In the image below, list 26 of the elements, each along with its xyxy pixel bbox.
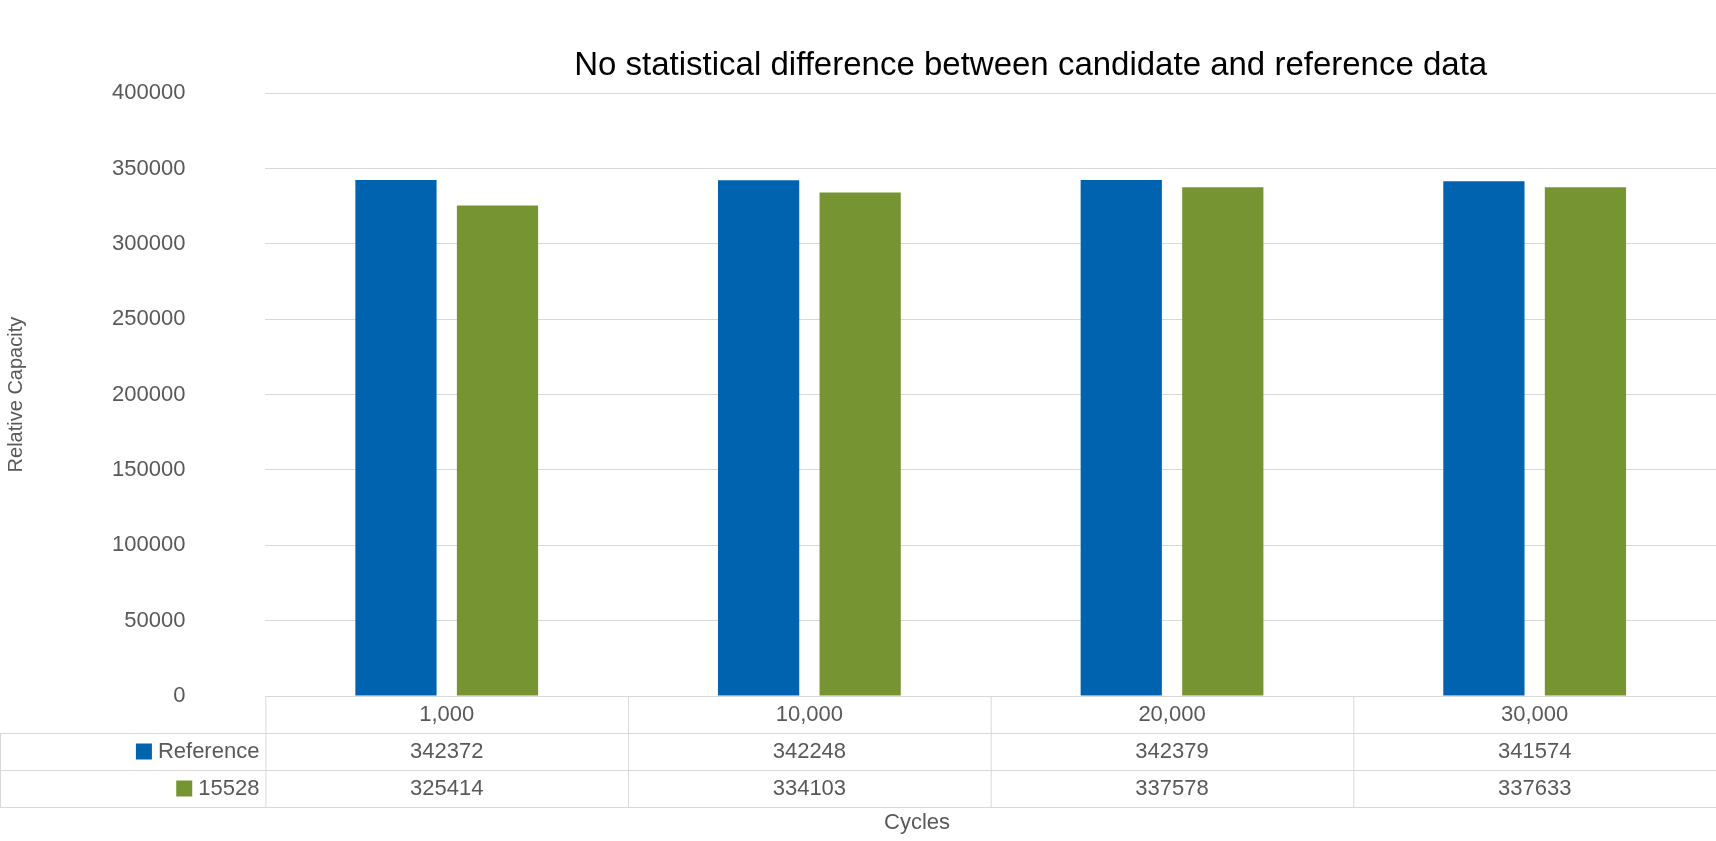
data-label: 342379 [1135,737,1209,763]
data-label: 337633 [1497,774,1572,800]
data-label: 341574 [1497,737,1572,763]
x-tick-label: 10,000 [775,700,844,726]
x-tick-label: 20,000 [1138,700,1206,726]
data-label: 325414 [410,774,484,800]
x-tick-label: 30,000 [1501,700,1569,726]
legend-label: 15528 [198,774,260,800]
legend-label: Reference [157,737,260,763]
chart-title: No statistical difference between candidate and reference data [574,45,1488,83]
y-tick-label: 200000 [111,380,186,406]
y-tick-label: 50000 [124,606,186,632]
y-tick-label: 100000 [111,531,186,557]
y-tick-label: 400000 [111,79,186,105]
y-tick-label: 300000 [111,229,186,255]
x-axis-title: Cycles [883,809,951,835]
y-axis-title: Relative Capacity [3,316,26,473]
y-tick-label: 0 [173,682,186,708]
data-label: 337578 [1135,774,1209,800]
y-tick-label: 250000 [111,305,186,331]
y-tick-label: 350000 [111,154,186,180]
x-tick-label: 1,000 [419,700,475,726]
data-label: 334103 [772,774,847,800]
data-label: 342372 [410,737,484,763]
y-tick-label: 150000 [111,456,186,482]
data-label: 342248 [772,737,847,763]
